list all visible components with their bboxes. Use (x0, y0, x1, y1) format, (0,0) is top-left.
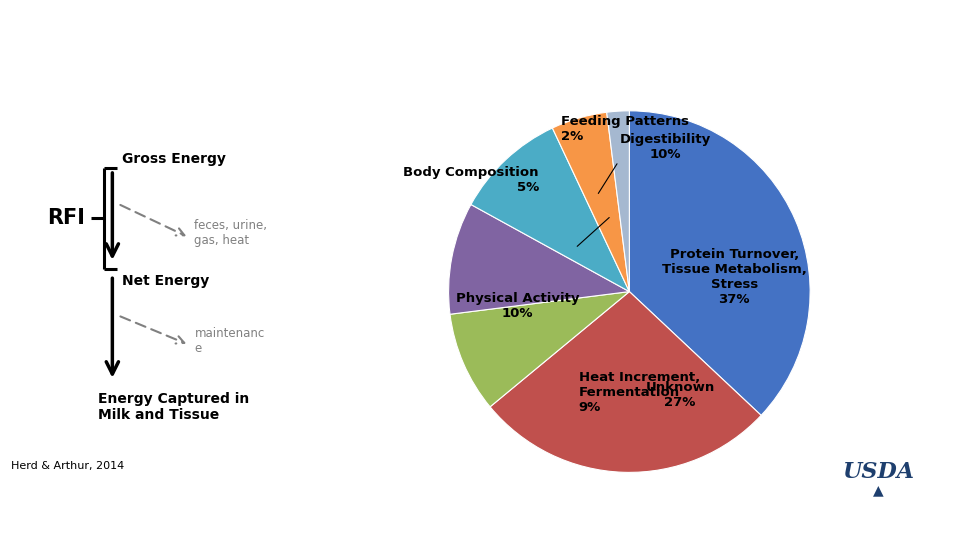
FancyArrowPatch shape (120, 205, 184, 235)
Text: Gross Energy: Gross Energy (122, 152, 227, 166)
Text: Biology of residual  feed intake (RFI): Biology of residual feed intake (RFI) (12, 24, 816, 63)
Wedge shape (448, 205, 630, 314)
Text: Weigel and Cole: Weigel and Cole (877, 518, 950, 527)
Text: RFI: RFI (47, 208, 84, 228)
Text: ▲: ▲ (873, 483, 884, 497)
Wedge shape (490, 292, 761, 472)
Text: Heat Increment,
Fermentation
9%: Heat Increment, Fermentation 9% (579, 372, 700, 414)
Wedge shape (552, 112, 630, 292)
Text: National Genetics Conference, 2019 Holstein Convention, Appleton, WI, USA, June : National Genetics Conference, 2019 Holst… (10, 518, 448, 527)
Text: Unknown
27%: Unknown 27% (645, 381, 714, 409)
Text: Body Composition
5%: Body Composition 5% (403, 166, 539, 193)
Text: USDA: USDA (843, 462, 914, 483)
Text: feces, urine,
gas, heat: feces, urine, gas, heat (195, 219, 268, 247)
Text: Net Energy: Net Energy (122, 274, 209, 288)
Wedge shape (471, 128, 630, 292)
Text: Herd & Arthur, 2014: Herd & Arthur, 2014 (11, 461, 124, 471)
Wedge shape (630, 111, 810, 415)
Text: Digestibility
10%: Digestibility 10% (620, 133, 711, 161)
Text: maintenanc
e: maintenanc e (195, 327, 265, 355)
Wedge shape (607, 111, 630, 292)
Text: Protein Turnover,
Tissue Metabolism,
Stress
37%: Protein Turnover, Tissue Metabolism, Str… (661, 248, 806, 306)
Wedge shape (450, 292, 630, 407)
Text: Feeding Patterns
2%: Feeding Patterns 2% (561, 115, 688, 143)
Text: Physical Activity
10%: Physical Activity 10% (456, 292, 579, 320)
FancyArrowPatch shape (120, 316, 184, 343)
Text: Energy Captured in
Milk and Tissue: Energy Captured in Milk and Tissue (99, 392, 250, 422)
